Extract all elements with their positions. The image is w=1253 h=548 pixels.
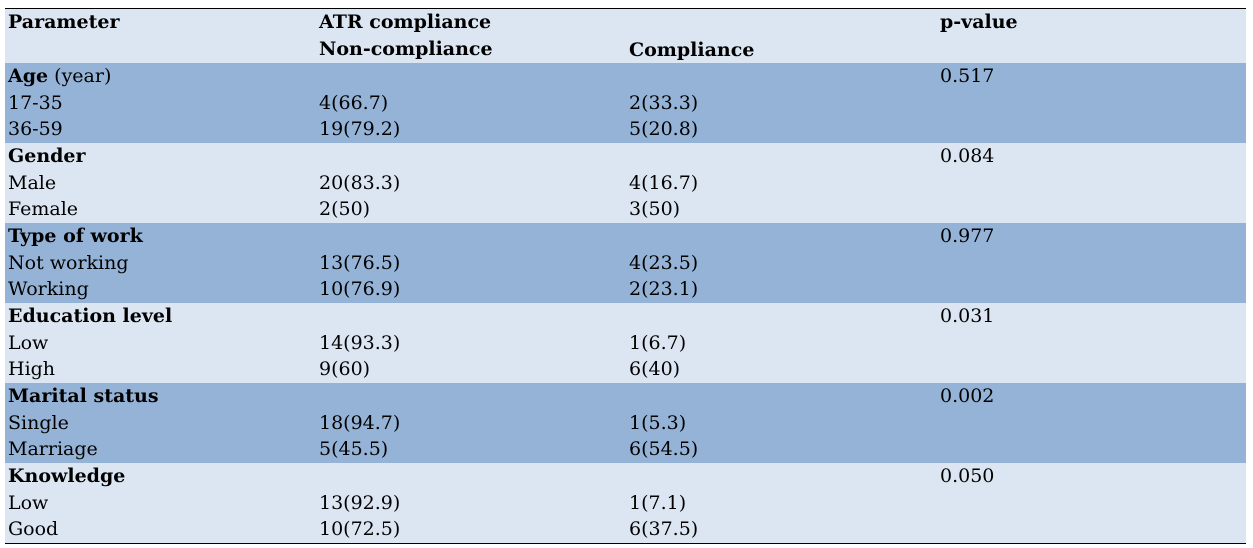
group-p-value: 0.031 <box>940 305 995 327</box>
row-compliance: 3(50) <box>629 198 681 220</box>
row-non-compliance: 9(60) <box>319 358 371 380</box>
header-non-compliance: Non-compliance <box>319 38 493 60</box>
group-p-value: 0.977 <box>940 225 995 247</box>
table-group: Gender 0.084 Male 20(83.3) 4(16.7) Female 2(50… <box>5 143 1246 223</box>
table-body: Age (year) 0.517 17-35 4(66.7) 2(33.3) 36-59 1… <box>5 63 1246 543</box>
group-title-text: Education level <box>8 305 173 327</box>
group-title-text: Type of work <box>8 225 143 247</box>
group-title-row: Education level 0.031 <box>5 303 1246 330</box>
compliance-table: Parameter ATR compliance Non-compliance … <box>5 8 1246 544</box>
group-title: Type of work <box>8 223 143 250</box>
row-label: Working <box>8 278 89 300</box>
group-title: Age (year) <box>8 63 111 90</box>
group-title-text: Age <box>8 65 49 87</box>
row-compliance: 6(37.5) <box>629 518 699 540</box>
table-row: Low 13(92.9) 1(7.1) <box>5 490 1246 517</box>
table-row: Female 2(50) 3(50) <box>5 196 1246 223</box>
row-compliance: 4(23.5) <box>629 251 699 274</box>
row-compliance: 6(40) <box>629 358 681 380</box>
row-compliance: 1(6.7) <box>629 331 687 354</box>
table-row: Low 14(93.3) 1(6.7) <box>5 330 1246 357</box>
row-compliance: 1(7.1) <box>629 491 687 514</box>
group-title-row: Age (year) 0.517 <box>5 63 1246 90</box>
group-title-text: Gender <box>8 145 86 167</box>
row-non-compliance: 14(93.3) <box>319 331 401 354</box>
row-non-compliance: 18(94.7) <box>319 411 401 434</box>
header-parameter: Parameter <box>8 11 120 33</box>
row-non-compliance: 10(76.9) <box>319 278 401 300</box>
row-label: Low <box>8 491 49 514</box>
table-row: 36-59 19(79.2) 5(20.8) <box>5 116 1246 143</box>
table-row: Single 18(94.7) 1(5.3) <box>5 410 1246 437</box>
group-title-suffix: (year) <box>48 65 112 87</box>
table-group: Type of work 0.977 Not working 13(76.5) 4(23… <box>5 223 1246 303</box>
row-label: 17-35 <box>8 91 63 114</box>
table-row: 17-35 4(66.7) 2(33.3) <box>5 90 1246 117</box>
table-row: Working 10(76.9) 2(23.1) <box>5 276 1246 303</box>
table-row: High 9(60) 6(40) <box>5 356 1246 383</box>
row-non-compliance: 20(83.3) <box>319 171 401 194</box>
group-title: Gender <box>8 143 86 170</box>
row-label: Male <box>8 171 57 194</box>
group-title-row: Gender 0.084 <box>5 143 1246 170</box>
group-p-value: 0.084 <box>940 145 995 167</box>
row-compliance: 2(33.3) <box>629 91 699 114</box>
row-label: Not working <box>8 251 129 274</box>
row-label: Marriage <box>8 438 98 460</box>
table-row: Male 20(83.3) 4(16.7) <box>5 170 1246 197</box>
row-compliance: 5(20.8) <box>629 118 699 140</box>
row-label: Single <box>8 411 69 434</box>
header-p-value: p-value <box>940 11 1018 33</box>
row-non-compliance: 2(50) <box>319 198 371 220</box>
header-atr-compliance: ATR compliance <box>319 11 492 33</box>
row-label: High <box>8 358 56 380</box>
row-non-compliance: 19(79.2) <box>319 118 401 140</box>
row-non-compliance: 10(72.5) <box>319 518 401 540</box>
table-row: Good 10(72.5) 6(37.5) <box>5 516 1246 543</box>
row-compliance: 6(54.5) <box>629 438 699 460</box>
table-group: Age (year) 0.517 17-35 4(66.7) 2(33.3) 36-59 1… <box>5 63 1246 143</box>
group-title-row: Type of work 0.977 <box>5 223 1246 250</box>
table-row: Marriage 5(45.5) 6(54.5) <box>5 436 1246 463</box>
row-non-compliance: 13(76.5) <box>319 251 401 274</box>
row-label: 36-59 <box>8 118 63 140</box>
group-p-value: 0.002 <box>940 385 995 407</box>
row-non-compliance: 5(45.5) <box>319 438 389 460</box>
row-compliance: 2(23.1) <box>629 278 699 300</box>
row-non-compliance: 4(66.7) <box>319 91 389 114</box>
table-row: Not working 13(76.5) 4(23.5) <box>5 250 1246 277</box>
group-p-value: 0.517 <box>940 65 995 87</box>
group-title-text: Marital status <box>8 385 159 407</box>
row-compliance: 4(16.7) <box>629 171 699 194</box>
group-title: Marital status <box>8 383 159 410</box>
table-header: Parameter ATR compliance Non-compliance … <box>5 9 1246 63</box>
row-non-compliance: 13(92.9) <box>319 491 401 514</box>
table-group: Education level 0.031 Low 14(93.3) 1(6.7) Hig… <box>5 303 1246 383</box>
row-label: Female <box>8 198 79 220</box>
table-group: Marital status 0.002 Single 18(94.7) 1(5.3) M… <box>5 383 1246 463</box>
row-label: Low <box>8 331 49 354</box>
group-p-value: 0.050 <box>940 465 995 487</box>
group-title-row: Marital status 0.002 <box>5 383 1246 410</box>
group-title-row: Knowledge 0.050 <box>5 463 1246 490</box>
group-title: Knowledge <box>8 463 125 490</box>
group-title: Education level <box>8 303 172 330</box>
table-group: Knowledge 0.050 Low 13(92.9) 1(7.1) Good 10(72… <box>5 463 1246 543</box>
row-compliance: 1(5.3) <box>629 411 687 434</box>
group-title-text: Knowledge <box>8 465 126 487</box>
row-label: Good <box>8 518 59 540</box>
header-compliance: Compliance <box>629 39 755 61</box>
